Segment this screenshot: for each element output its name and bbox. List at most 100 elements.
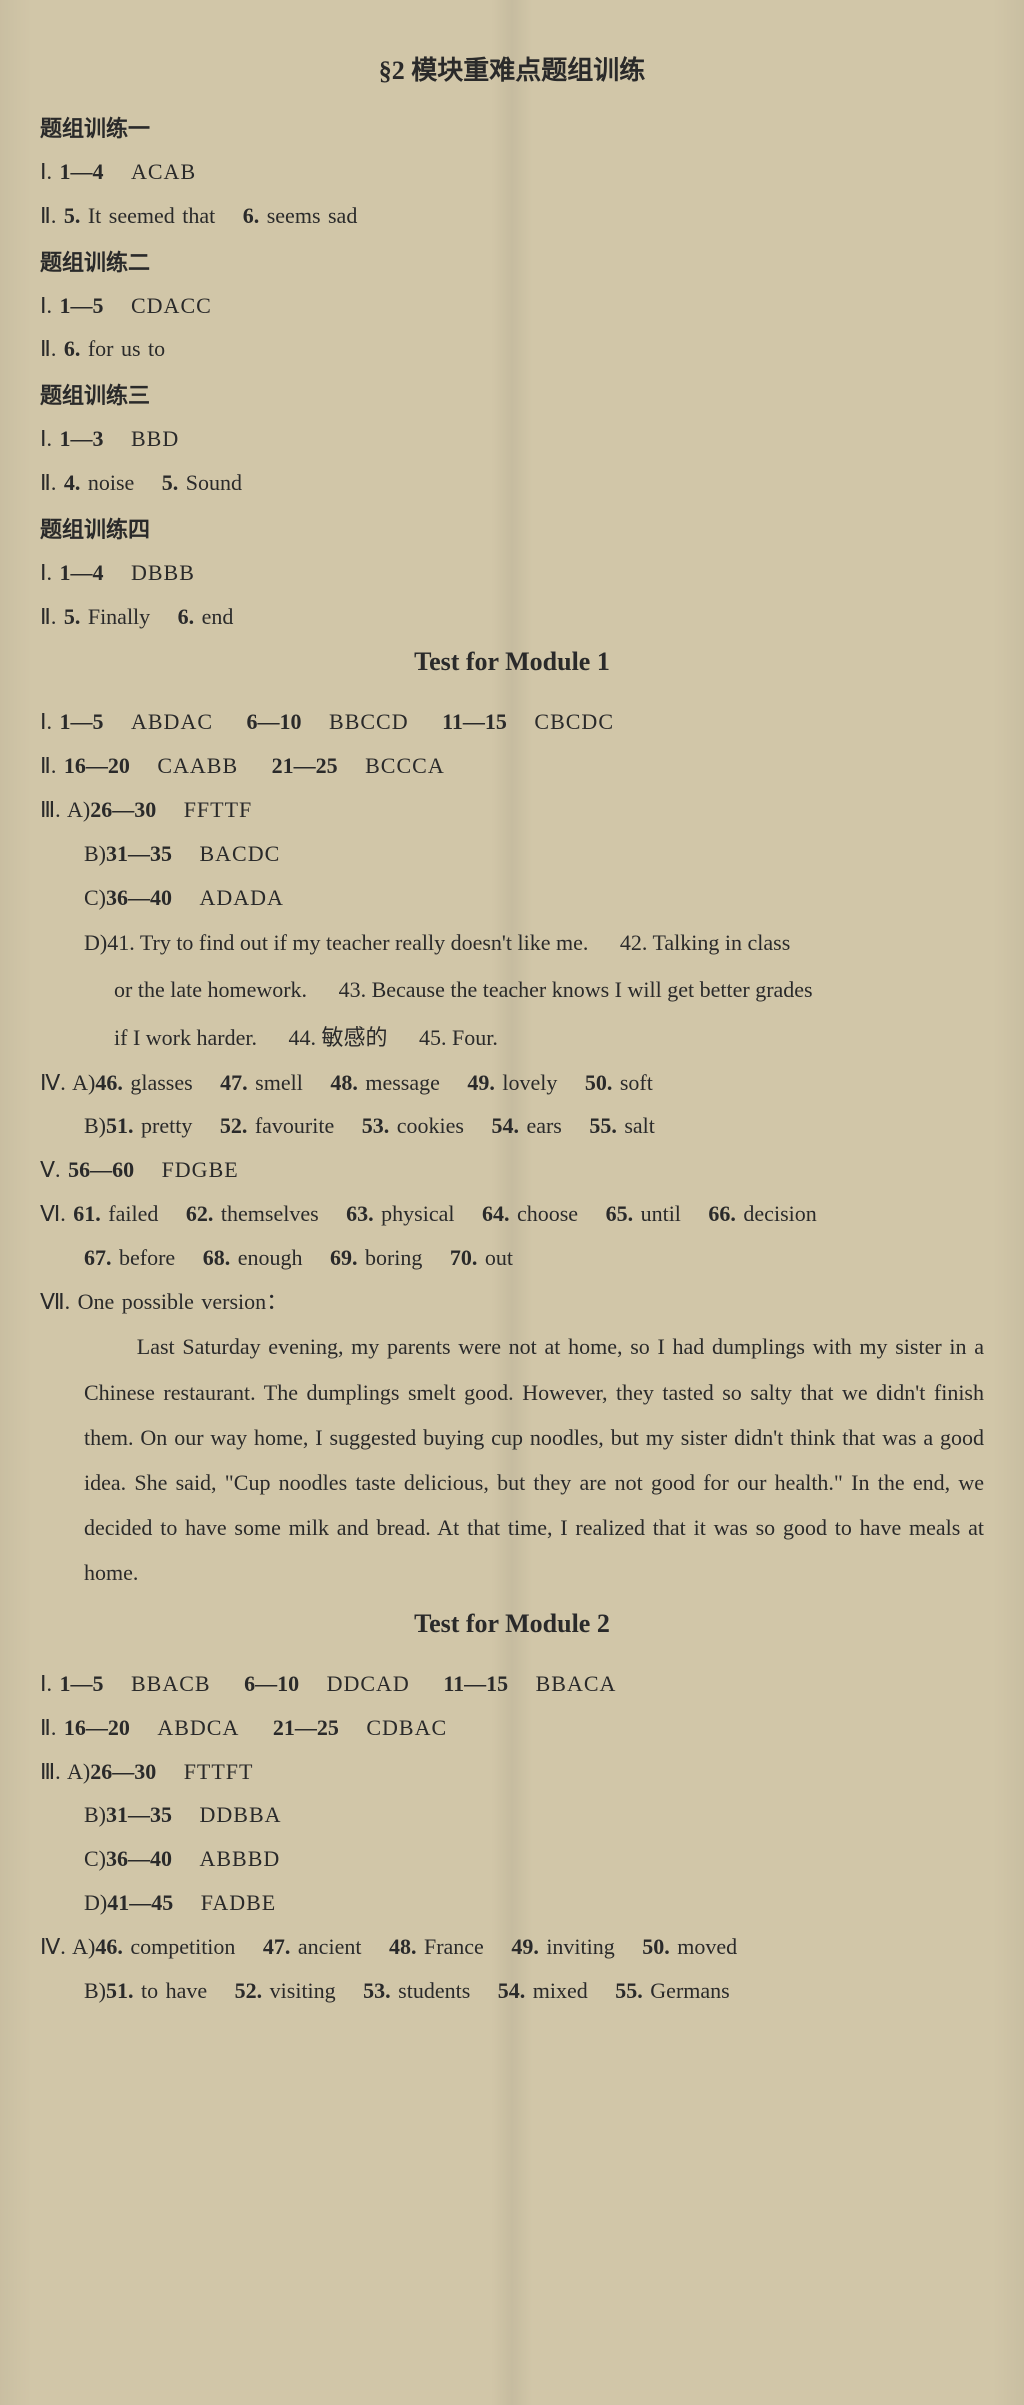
t1-VI-70: out [485,1245,513,1270]
group2-line1: Ⅰ. 1—5 CDACC [40,285,984,327]
t1-IV-50n: 50. [585,1070,613,1095]
t1-IV-46n: 46. [95,1070,123,1095]
t1-VI-l1: Ⅵ. 61. failed 62. themselves 63. physica… [40,1193,984,1235]
t2-I-a-ans: BBACB [131,1671,211,1696]
t1-VII-lead: Ⅶ. One possible version： [40,1281,984,1323]
t1-I-b-ans: BBCCD [329,709,409,734]
t2-I-a-num: 1—5 [60,1671,104,1696]
t2-III-prefix: Ⅲ. [40,1759,61,1784]
t2-III-D-label: D) [84,1890,107,1915]
t1-II-b-ans: BCCCA [365,753,445,778]
t2-III-A-ans: FTTFT [184,1759,254,1784]
t1-I-c-num: 11—15 [442,709,507,734]
group2-l2-prefix: Ⅱ. [40,336,56,361]
t2-IV-52: visiting [270,1978,336,2003]
t1-IV-54n: 54. [491,1113,519,1138]
group1-l2b-num: 6. [243,203,260,228]
t2-IV-55: Germans [650,1978,729,2003]
t2-I: Ⅰ. 1—5 BBACB 6—10 DDCAD 11—15 BBACA [40,1663,984,1705]
t1-III-B-num: 31—35 [106,841,172,866]
t2-IV-54: mixed [533,1978,588,2003]
t1-IV-51n: 51. [106,1113,134,1138]
group2-l1-ans: CDACC [131,293,212,318]
t1-VI-65: until [641,1201,681,1226]
t1-VII-essay: Last Saturday evening, my parents were n… [40,1324,984,1595]
t2-IV-A: Ⅳ. A)46. competition 47. ancient 48. Fra… [40,1926,984,1968]
t1-III-D-43: Because the teacher knows I will get bet… [372,977,813,1002]
group1-l1-ans: ACAB [131,159,196,184]
t1-VI-66: decision [743,1201,816,1226]
t1-VII-prefix: Ⅶ. [40,1289,70,1314]
t1-VI-64n: 64. [482,1201,510,1226]
t1-III-D-cont2: if I work harder. [114,1025,257,1050]
t1-III-D-43n: 43. [339,977,367,1002]
group1-head: 题组训练一 [40,111,984,143]
t1-III-D-41: Try to find out if my teacher really doe… [140,930,589,955]
t1-III-D-line2: or the late homework. 43. Because the te… [40,967,984,1012]
t1-IV-53n: 53. [362,1113,390,1138]
t2-IV-53: students [398,1978,470,2003]
group3-l1-prefix: Ⅰ. [40,426,52,451]
t1-III-C-ans: ADADA [200,885,284,910]
group1-l1-prefix: Ⅰ. [40,159,52,184]
t1-IV-A: Ⅳ. A)46. glasses 47. smell 48. message 4… [40,1062,984,1104]
t1-IV-46: glasses [130,1070,192,1095]
group4-l2b-txt: end [202,604,234,629]
t1-III-D-42n: 42. [620,930,648,955]
t1-VI-69: boring [365,1245,422,1270]
t2-II-b-ans: CDBAC [366,1715,447,1740]
group2-line2: Ⅱ. 6. for us to [40,328,984,370]
t1-III-C-num: 36—40 [106,885,172,910]
t1-III-D-45n: 45. [419,1025,447,1050]
t2-IV-B-label: B) [84,1978,106,2003]
t1-VI-64: choose [517,1201,578,1226]
t1-III-D-42: Talking in class [653,930,791,955]
t1-II-a-num: 16—20 [64,753,130,778]
t1-VI-66n: 66. [708,1201,736,1226]
group3-l1-num: 1—3 [60,426,104,451]
group4-head: 题组训练四 [40,512,984,544]
t2-II-a-num: 16—20 [64,1715,130,1740]
t2-IV-47: ancient [298,1934,362,1959]
t2-IV-52n: 52. [235,1978,263,2003]
t1-IV-47n: 47. [220,1070,248,1095]
t1-IV-49n: 49. [467,1070,495,1095]
t1-IV-52: favourite [255,1113,334,1138]
group2-l2-txt: for us to [88,336,165,361]
test2-title: Test for Module 2 [40,1609,984,1639]
t2-IV-50n: 50. [642,1934,670,1959]
t2-IV-49: inviting [546,1934,614,1959]
group4-l2a-txt: Finally [88,604,150,629]
t1-V-num: 56—60 [68,1157,134,1182]
group1-l2a-num: 5. [64,203,81,228]
group4-l1-prefix: Ⅰ. [40,560,52,585]
t1-IV-B-label: B) [84,1113,106,1138]
group1-line2: Ⅱ. 5. It seemed that 6. seems sad [40,195,984,237]
group1-line1: Ⅰ. 1—4 ACAB [40,151,984,193]
t2-III-B: B)31—35 DDBBA [40,1794,984,1836]
group2-l1-num: 1—5 [60,293,104,318]
group4-l1-ans: DBBB [131,560,195,585]
test1-title: Test for Module 1 [40,647,984,677]
t1-VI-70n: 70. [450,1245,478,1270]
group3-head: 题组训练三 [40,378,984,410]
t2-III-D-ans: FADBE [201,1890,277,1915]
t1-III-D-44: 敏感的 [321,1025,387,1050]
t1-III-B-label: B) [84,841,106,866]
t1-V-prefix: Ⅴ. [40,1157,61,1182]
t2-IV-54n: 54. [498,1978,526,2003]
t1-II-b-num: 21—25 [272,753,338,778]
t1-VI-63n: 63. [346,1201,374,1226]
group2-head: 题组训练二 [40,245,984,277]
t1-IV-prefix: Ⅳ. [40,1070,66,1095]
t2-IV-46n: 46. [95,1934,123,1959]
t2-III-B-label: B) [84,1802,106,1827]
t2-IV-49n: 49. [511,1934,539,1959]
t1-I-a-num: 1—5 [60,709,104,734]
t1-III-D-41n: 41. [107,930,135,955]
t1-V: Ⅴ. 56—60 FDGBE [40,1149,984,1191]
t1-V-ans: FDGBE [162,1157,239,1182]
t1-III-D-44n: 44. [288,1025,316,1050]
t1-VI-67: before [119,1245,175,1270]
t1-VII-leadtxt: One possible version： [78,1289,289,1314]
